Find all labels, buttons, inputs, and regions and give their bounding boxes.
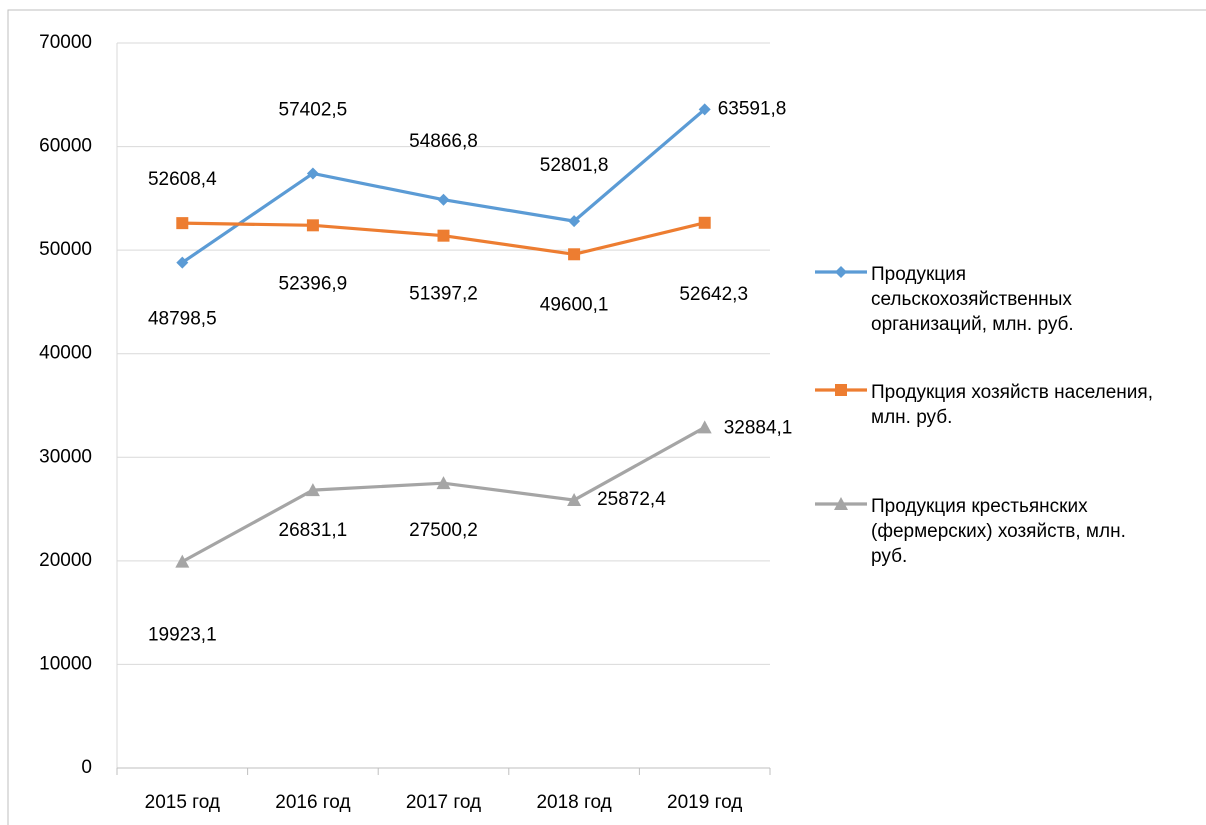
data-label: 52801,8 bbox=[540, 155, 609, 176]
data-label: 57402,5 bbox=[279, 99, 348, 120]
legend-label: Продукция сельскохозяйственных организац… bbox=[871, 264, 1074, 335]
data-label: 48798,5 bbox=[148, 309, 217, 330]
x-tick-label: 2016 год bbox=[275, 792, 350, 813]
x-tick-label: 2019 год bbox=[667, 792, 742, 813]
y-tick-label: 60000 bbox=[39, 136, 92, 157]
x-tick-label: 2017 год bbox=[406, 792, 481, 813]
data-point bbox=[305, 483, 320, 497]
y-tick-label: 10000 bbox=[39, 653, 92, 674]
x-tick-label: 2018 год bbox=[536, 792, 611, 813]
data-label: 19923,1 bbox=[148, 625, 217, 646]
data-label: 63591,8 bbox=[718, 98, 787, 119]
data-label: 25872,4 bbox=[597, 489, 666, 510]
data-point bbox=[306, 219, 319, 232]
data-label: 32884,1 bbox=[724, 417, 793, 438]
data-label: 27500,2 bbox=[409, 520, 478, 541]
data-point bbox=[176, 217, 189, 230]
data-point bbox=[437, 193, 450, 206]
data-label: 49600,1 bbox=[540, 294, 609, 315]
data-label: 52608,4 bbox=[148, 169, 217, 190]
y-tick-label: 40000 bbox=[39, 343, 92, 364]
data-point bbox=[698, 103, 711, 116]
data-point bbox=[568, 215, 581, 228]
data-label: 51397,2 bbox=[409, 284, 478, 305]
data-point bbox=[175, 554, 190, 568]
legend-label: Продукция хозяйств населения, млн. руб. bbox=[871, 382, 1153, 428]
data-point bbox=[437, 229, 450, 242]
data-point bbox=[567, 493, 582, 507]
data-point bbox=[436, 476, 451, 490]
data-point bbox=[176, 256, 189, 269]
y-tick-label: 70000 bbox=[39, 32, 92, 53]
y-tick-label: 20000 bbox=[39, 550, 92, 571]
chart-border bbox=[7, 9, 1206, 825]
data-point bbox=[697, 420, 712, 434]
data-label: 54866,8 bbox=[409, 131, 478, 152]
data-point bbox=[698, 216, 711, 229]
data-label: 52642,3 bbox=[679, 284, 748, 305]
legend-label: Продукция крестьянских (фермерских) хозя… bbox=[871, 496, 1126, 567]
y-tick-label: 50000 bbox=[39, 239, 92, 260]
legend-marker bbox=[834, 497, 848, 510]
legend-marker bbox=[835, 384, 847, 396]
y-tick-label: 0 bbox=[81, 757, 92, 778]
data-label: 52396,9 bbox=[279, 273, 348, 294]
data-point bbox=[306, 167, 319, 180]
y-tick-label: 30000 bbox=[39, 446, 92, 467]
legend-marker bbox=[835, 266, 847, 278]
x-tick-label: 2015 год bbox=[145, 792, 220, 813]
data-label: 26831,1 bbox=[279, 520, 348, 541]
data-point bbox=[568, 248, 581, 261]
